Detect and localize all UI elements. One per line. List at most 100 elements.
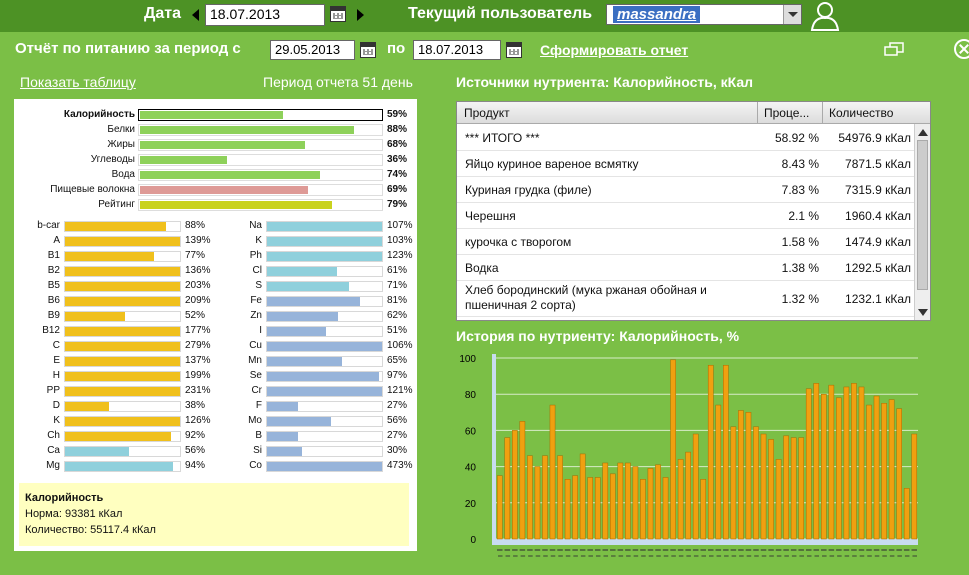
table-row[interactable]: Хлеб бородинский (мука ржаная обойная и … xyxy=(457,281,915,317)
mineral-row[interactable]: Cr 121% xyxy=(216,385,421,398)
table-row[interactable]: Куриная грудка (филе) 7.83 % 7315.9 кКал xyxy=(457,177,915,203)
prev-date-arrow-icon[interactable] xyxy=(192,9,199,21)
mineral-row[interactable]: K 103% xyxy=(216,235,421,248)
vitamin-row[interactable]: E 137% xyxy=(14,355,219,368)
cell-percent: 2.1 % xyxy=(788,209,819,223)
mineral-name: K xyxy=(255,235,262,246)
mineral-row[interactable]: F 27% xyxy=(216,400,421,413)
history-bar xyxy=(768,439,774,540)
current-date-input[interactable]: 18.07.2013 xyxy=(205,4,325,26)
scroll-thumb[interactable] xyxy=(917,140,928,290)
macro-row[interactable]: Белки 88% xyxy=(14,123,417,138)
x-tick-mark xyxy=(632,549,639,551)
x-tick-mark xyxy=(580,555,586,557)
table-row[interactable]: *** ИТОГО *** 58.92 % 54976.9 кКал xyxy=(457,125,915,151)
vitamin-bar-fill xyxy=(65,432,171,441)
history-bar xyxy=(594,477,601,540)
table-row[interactable]: Яйцо куриное вареное всмятку 8.43 % 7871.5… xyxy=(457,151,915,177)
cell-percent: 1.32 % xyxy=(781,292,819,306)
history-bar xyxy=(783,435,789,540)
vitamin-row[interactable]: b-car 88% xyxy=(14,220,219,233)
vitamin-row[interactable]: Ca 56% xyxy=(14,445,219,458)
mineral-percent: 62% xyxy=(387,310,408,321)
table-row[interactable]: курочка с творогом 1.58 % 1474.9 кКал xyxy=(457,229,915,255)
mineral-row[interactable]: Ph 123% xyxy=(216,250,421,263)
vitamin-row[interactable]: H 199% xyxy=(14,370,219,383)
macro-bar xyxy=(138,199,383,211)
x-tick-mark xyxy=(911,549,917,551)
user-select[interactable]: massandra xyxy=(606,4,802,25)
mineral-row[interactable]: I 51% xyxy=(216,325,421,338)
vitamin-row[interactable]: B12 177% xyxy=(14,325,219,338)
generate-report-link[interactable]: Сформировать отчет xyxy=(540,42,689,58)
mineral-row[interactable]: Si 30% xyxy=(216,445,421,458)
macro-row[interactable]: Пищевые волокна 69% xyxy=(14,183,417,198)
macro-row[interactable]: Вода 74% xyxy=(14,168,417,183)
macro-name: Калорийность xyxy=(63,109,135,120)
x-tick-mark xyxy=(519,549,526,551)
mineral-row[interactable]: B 27% xyxy=(216,430,421,443)
macro-row[interactable]: Рейтинг 79% xyxy=(14,198,417,213)
vitamin-row[interactable]: B5 203% xyxy=(14,280,219,293)
close-icon[interactable] xyxy=(954,39,969,59)
column-header-percent[interactable]: Проце... xyxy=(764,106,810,120)
vitamin-row[interactable]: D 38% xyxy=(14,400,219,413)
mineral-row[interactable]: Mn 65% xyxy=(216,355,421,368)
show-table-link[interactable]: Показать таблицу xyxy=(20,74,136,90)
x-tick-mark xyxy=(836,549,842,551)
mineral-row[interactable]: S 71% xyxy=(216,280,421,293)
mineral-name: Fe xyxy=(250,295,262,306)
mineral-row[interactable]: Fe 81% xyxy=(216,295,421,308)
date-from-calendar-icon[interactable] xyxy=(360,42,376,58)
restore-window-icon[interactable] xyxy=(884,42,904,56)
date-to-input[interactable]: 18.07.2013 xyxy=(413,40,501,60)
vitamin-row[interactable]: B2 136% xyxy=(14,265,219,278)
vitamin-name: PP xyxy=(46,385,60,396)
vitamin-row[interactable]: C 279% xyxy=(14,340,219,353)
macro-percent: 36% xyxy=(387,154,408,165)
vitamin-row[interactable]: Ch 92% xyxy=(14,430,219,443)
table-scrollbar[interactable] xyxy=(914,124,930,320)
chevron-down-icon[interactable] xyxy=(783,5,801,24)
x-tick-mark xyxy=(889,555,895,557)
vitamin-row[interactable]: PP 231% xyxy=(14,385,219,398)
macro-row[interactable]: Калорийность 59% xyxy=(14,108,417,123)
mineral-bar-fill xyxy=(267,312,339,321)
macro-row[interactable]: Жиры 68% xyxy=(14,138,417,153)
vitamin-name: H xyxy=(52,370,60,381)
mineral-row[interactable]: Cu 106% xyxy=(216,340,421,353)
vitamin-row[interactable]: B1 77% xyxy=(14,250,219,263)
mineral-bar xyxy=(266,251,383,262)
mineral-row[interactable]: Na 107% xyxy=(216,220,421,233)
date-from-input[interactable]: 29.05.2013 xyxy=(270,40,355,60)
next-date-arrow-icon[interactable] xyxy=(357,9,364,21)
table-row[interactable]: Водка 1.38 % 1292.5 кКал xyxy=(457,255,915,281)
mineral-row[interactable]: Se 97% xyxy=(216,370,421,383)
date-to-calendar-icon[interactable] xyxy=(506,42,522,58)
mineral-row[interactable]: Zn 62% xyxy=(216,310,421,323)
column-header-product[interactable]: Продукт xyxy=(464,106,510,120)
scroll-up-icon[interactable] xyxy=(918,129,928,136)
history-bar xyxy=(579,453,586,540)
vitamin-row[interactable]: B9 52% xyxy=(14,310,219,323)
x-tick-mark xyxy=(564,549,571,551)
column-header-amount[interactable]: Количество xyxy=(829,106,894,120)
table-row[interactable]: Черешня 2.1 % 1960.4 кКал xyxy=(457,203,915,229)
history-bar xyxy=(798,437,805,540)
macro-row[interactable]: Углеводы 36% xyxy=(14,153,417,168)
vitamin-row[interactable]: K 126% xyxy=(14,415,219,428)
history-bar xyxy=(557,455,563,540)
vitamin-row[interactable]: A 139% xyxy=(14,235,219,248)
history-bar xyxy=(692,433,699,540)
calendar-icon[interactable] xyxy=(330,6,346,22)
mineral-percent: 56% xyxy=(387,415,408,426)
mineral-row[interactable]: Mo 56% xyxy=(216,415,421,428)
mineral-row[interactable]: Cl 61% xyxy=(216,265,421,278)
history-bar xyxy=(504,437,511,540)
macro-bar-fill xyxy=(140,141,306,149)
user-profile-icon[interactable] xyxy=(808,1,840,31)
vitamin-row[interactable]: B6 209% xyxy=(14,295,219,308)
vitamin-row[interactable]: Mg 94% xyxy=(14,460,219,473)
mineral-row[interactable]: Co 473% xyxy=(216,460,421,473)
scroll-down-icon[interactable] xyxy=(918,309,928,316)
